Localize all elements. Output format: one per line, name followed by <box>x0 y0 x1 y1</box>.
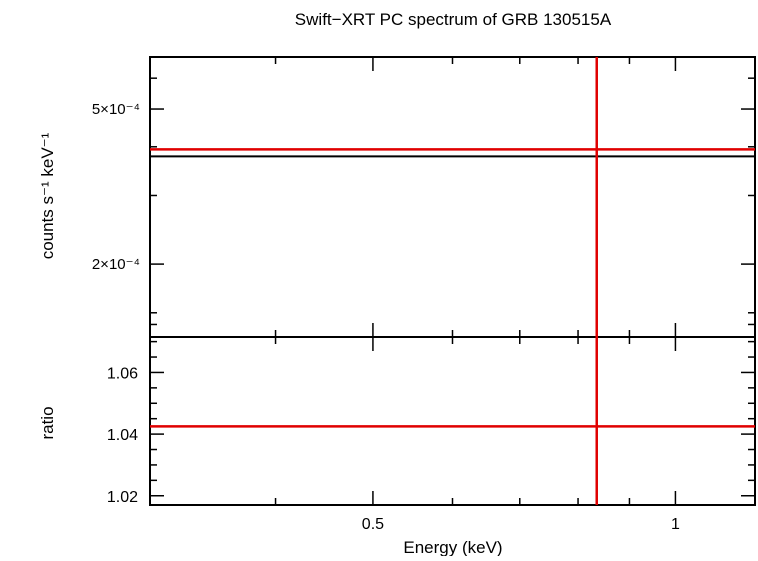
spectrum-panel-frame <box>149 56 756 338</box>
ratio-y-tick-label: 1.06 <box>107 365 138 382</box>
ratio-y-axis-label: ratio <box>38 406 57 439</box>
x-axis-label: Energy (keV) <box>403 538 502 556</box>
spectrum-y-axis-label: counts s⁻¹ keV⁻¹ <box>38 132 57 259</box>
chart-title: Swift−XRT PC spectrum of GRB 130515A <box>295 10 612 29</box>
ratio-y-tick-label: 1.02 <box>107 489 138 506</box>
spectrum-y-tick-label: 5×10⁻⁴ <box>92 101 140 118</box>
ratio-y-tick-label: 1.04 <box>107 427 138 444</box>
spectrum-y-tick-label: 2×10⁻⁴ <box>92 256 140 273</box>
x-tick-label: 0.5 <box>362 516 384 533</box>
chart-marks: 5×10⁻⁴ 2×10⁻⁴ 1.06 1.04 1.02 0.5 1 <box>92 56 756 533</box>
x-tick-label: 1 <box>671 516 680 533</box>
ratio-panel-frame <box>149 336 756 506</box>
